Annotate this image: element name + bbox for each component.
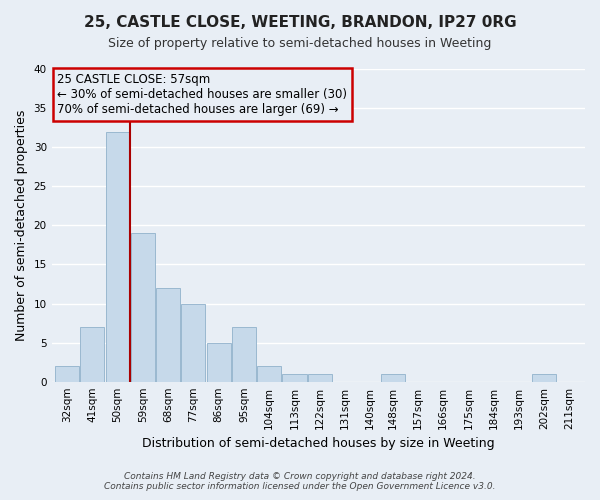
Bar bbox=[80, 327, 104, 382]
Bar bbox=[206, 342, 231, 382]
Y-axis label: Number of semi-detached properties: Number of semi-detached properties bbox=[15, 110, 28, 341]
Bar bbox=[181, 304, 205, 382]
Bar bbox=[131, 233, 155, 382]
Bar bbox=[257, 366, 281, 382]
Bar bbox=[308, 374, 332, 382]
Text: 25, CASTLE CLOSE, WEETING, BRANDON, IP27 0RG: 25, CASTLE CLOSE, WEETING, BRANDON, IP27… bbox=[83, 15, 517, 30]
Text: Contains HM Land Registry data © Crown copyright and database right 2024.
Contai: Contains HM Land Registry data © Crown c… bbox=[104, 472, 496, 491]
Bar bbox=[232, 327, 256, 382]
Bar bbox=[55, 366, 79, 382]
Text: Size of property relative to semi-detached houses in Weeting: Size of property relative to semi-detach… bbox=[109, 38, 491, 51]
Text: 25 CASTLE CLOSE: 57sqm
← 30% of semi-detached houses are smaller (30)
70% of sem: 25 CASTLE CLOSE: 57sqm ← 30% of semi-det… bbox=[57, 73, 347, 116]
Bar bbox=[380, 374, 405, 382]
X-axis label: Distribution of semi-detached houses by size in Weeting: Distribution of semi-detached houses by … bbox=[142, 437, 494, 450]
Bar bbox=[532, 374, 556, 382]
Bar bbox=[106, 132, 130, 382]
Bar bbox=[156, 288, 180, 382]
Bar bbox=[283, 374, 307, 382]
